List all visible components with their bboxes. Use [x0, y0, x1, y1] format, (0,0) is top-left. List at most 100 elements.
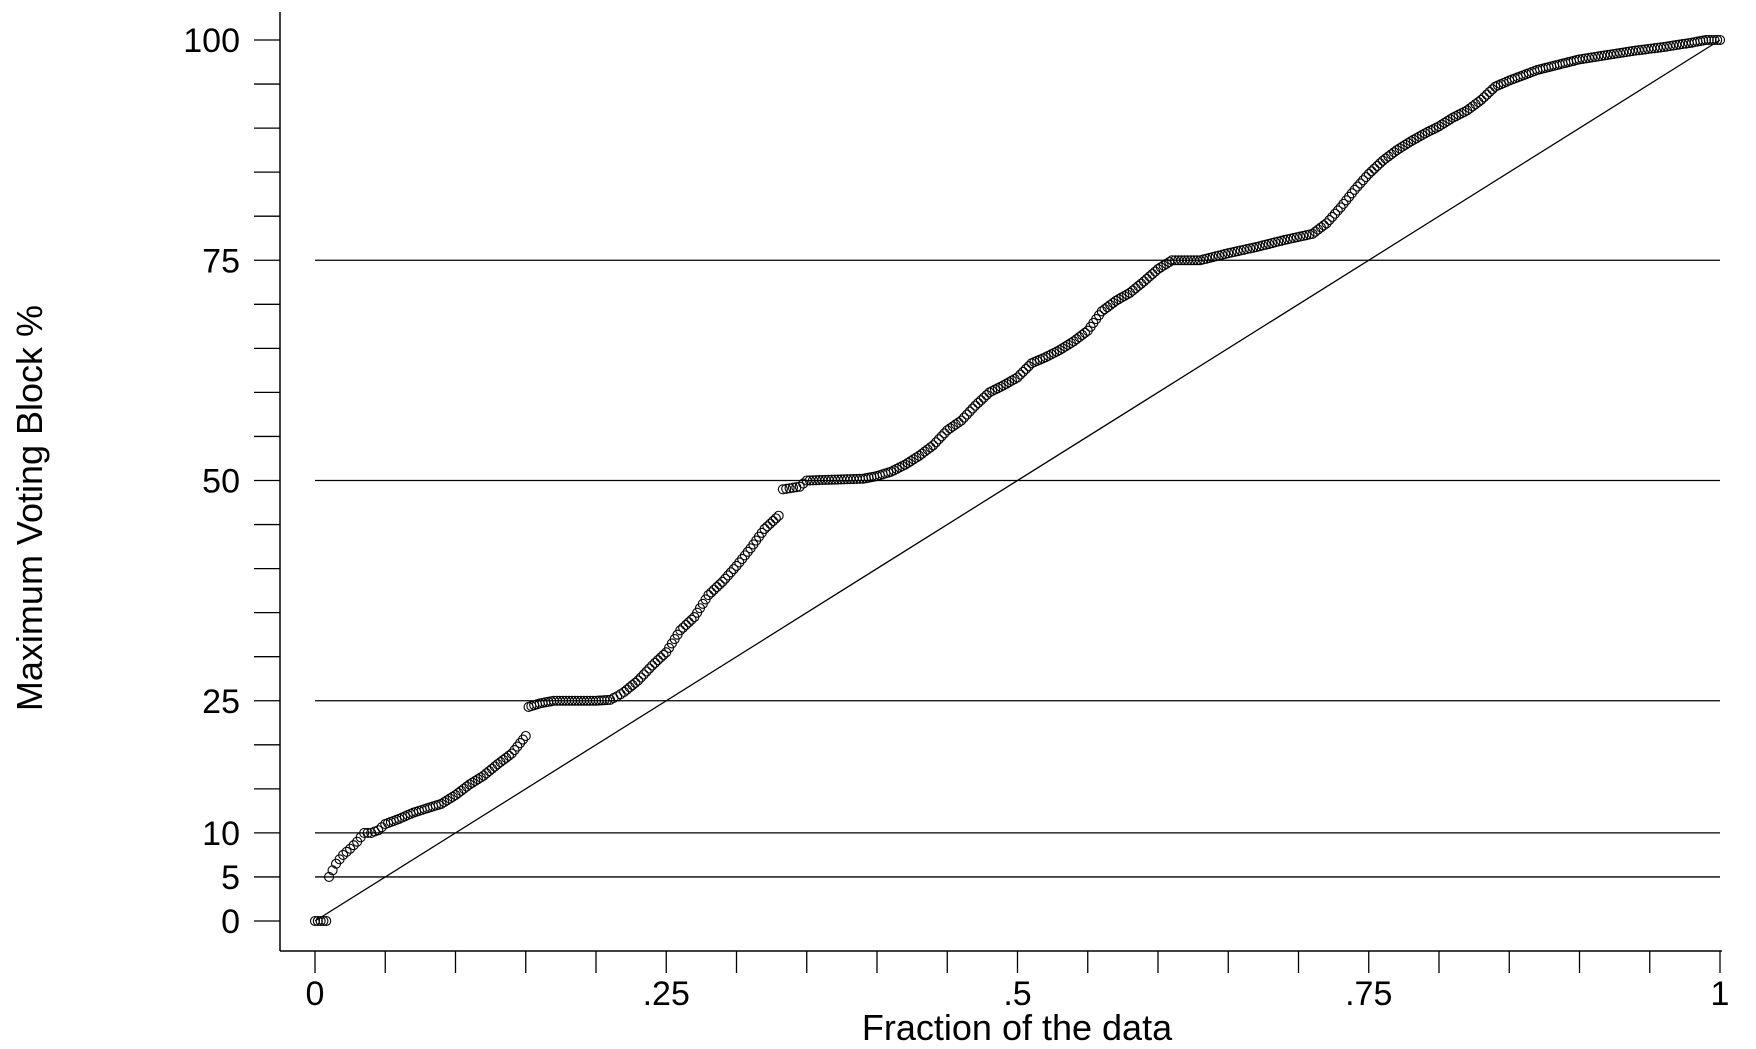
data-points: [309, 34, 1726, 927]
data-point: [621, 684, 632, 695]
data-point: [1431, 122, 1442, 133]
data-point: [1191, 255, 1203, 266]
data-point: [1611, 48, 1623, 59]
data-point: [984, 387, 995, 398]
data-point: [1599, 50, 1610, 61]
data-point: [1618, 47, 1629, 58]
data-point: [1408, 134, 1419, 145]
data-point: [1624, 46, 1635, 57]
data-point: [725, 567, 736, 578]
data-point: [1580, 53, 1591, 64]
data-point: [885, 466, 897, 477]
data-point: [908, 454, 919, 465]
data-point: [978, 392, 989, 403]
data-point: [998, 380, 1009, 391]
data-point: [1079, 327, 1090, 338]
data-point: [1107, 297, 1119, 308]
data-point: [1130, 283, 1141, 294]
data-point: [1706, 34, 1717, 46]
data-point: [624, 682, 635, 693]
data-point: [1425, 125, 1436, 136]
data-point: [1436, 119, 1447, 130]
data-point: [1658, 41, 1669, 53]
data-point: [936, 431, 947, 442]
data-point: [1161, 258, 1172, 269]
data-point: [897, 461, 908, 472]
data-point: [975, 395, 987, 406]
data-point: [1596, 50, 1607, 62]
data-point: [1422, 126, 1433, 138]
data-point: [520, 730, 531, 742]
data-point: [770, 513, 781, 524]
data-point: [1439, 117, 1450, 128]
data-point: [464, 779, 475, 790]
reference-lines: [315, 259, 1720, 878]
data-point: [964, 406, 975, 417]
data-point: [1040, 352, 1051, 363]
data-point: [711, 582, 722, 593]
data-point: [1063, 339, 1074, 350]
ticks: 0 5 10 25 50 75 100 0 .25 .5 .75 1: [183, 22, 1729, 1013]
data-point: [734, 557, 745, 568]
data-point: [1366, 166, 1377, 177]
data-point: [517, 734, 528, 745]
data-point: [1478, 92, 1490, 103]
data-point: [1577, 53, 1588, 64]
data-point: [1442, 116, 1453, 127]
data-point: [1417, 129, 1428, 141]
data-point: [894, 462, 905, 473]
data-point: [658, 649, 669, 660]
data-point: [787, 482, 799, 493]
data-point: [1116, 292, 1127, 303]
data-point: [593, 695, 604, 706]
data-point: [739, 550, 750, 561]
data-point: [723, 570, 734, 581]
data-point: [1001, 378, 1012, 389]
data-point: [767, 515, 779, 527]
x-tick-label: 1: [1711, 975, 1730, 1013]
data-point: [714, 579, 725, 590]
data-point: [1456, 108, 1467, 119]
data-point: [1006, 375, 1017, 386]
data-point: [1057, 343, 1068, 354]
data-point: [1335, 202, 1346, 213]
data-point: [708, 584, 720, 595]
data-point: [1453, 109, 1464, 120]
data-point: [731, 560, 742, 572]
data-point: [765, 518, 776, 529]
data-point: [1369, 163, 1380, 174]
data-point: [773, 510, 784, 521]
x-tick-label: .75: [1345, 975, 1392, 1013]
data-point: [1411, 133, 1422, 144]
data-point: [1110, 295, 1121, 306]
data-point: [1363, 168, 1374, 179]
data-point: [959, 412, 970, 423]
data-point: [1459, 106, 1470, 117]
data-point: [759, 523, 770, 535]
data-point: [1048, 347, 1060, 358]
data-point: [1391, 145, 1402, 156]
data-point: [1136, 278, 1147, 289]
data-point: [373, 825, 384, 836]
data-point: [703, 589, 714, 601]
data-point: [794, 481, 805, 492]
data-point: [995, 381, 1006, 392]
data-point: [973, 397, 984, 409]
data-point: [515, 737, 526, 749]
data-point: [1481, 89, 1492, 100]
data-point: [1349, 184, 1360, 195]
data-point: [1138, 276, 1149, 287]
data-point: [467, 777, 478, 788]
y-tick-label: 5: [221, 859, 240, 897]
data-point: [318, 915, 329, 927]
data-point: [680, 619, 691, 631]
data-point: [1360, 172, 1371, 183]
data-point: [1397, 141, 1408, 152]
data-point: [472, 774, 484, 785]
data-point: [1664, 41, 1676, 52]
data-point: [489, 761, 500, 772]
data-point: [777, 484, 788, 495]
data-point: [315, 915, 326, 927]
data-point: [781, 483, 792, 494]
data-point: [436, 798, 447, 809]
